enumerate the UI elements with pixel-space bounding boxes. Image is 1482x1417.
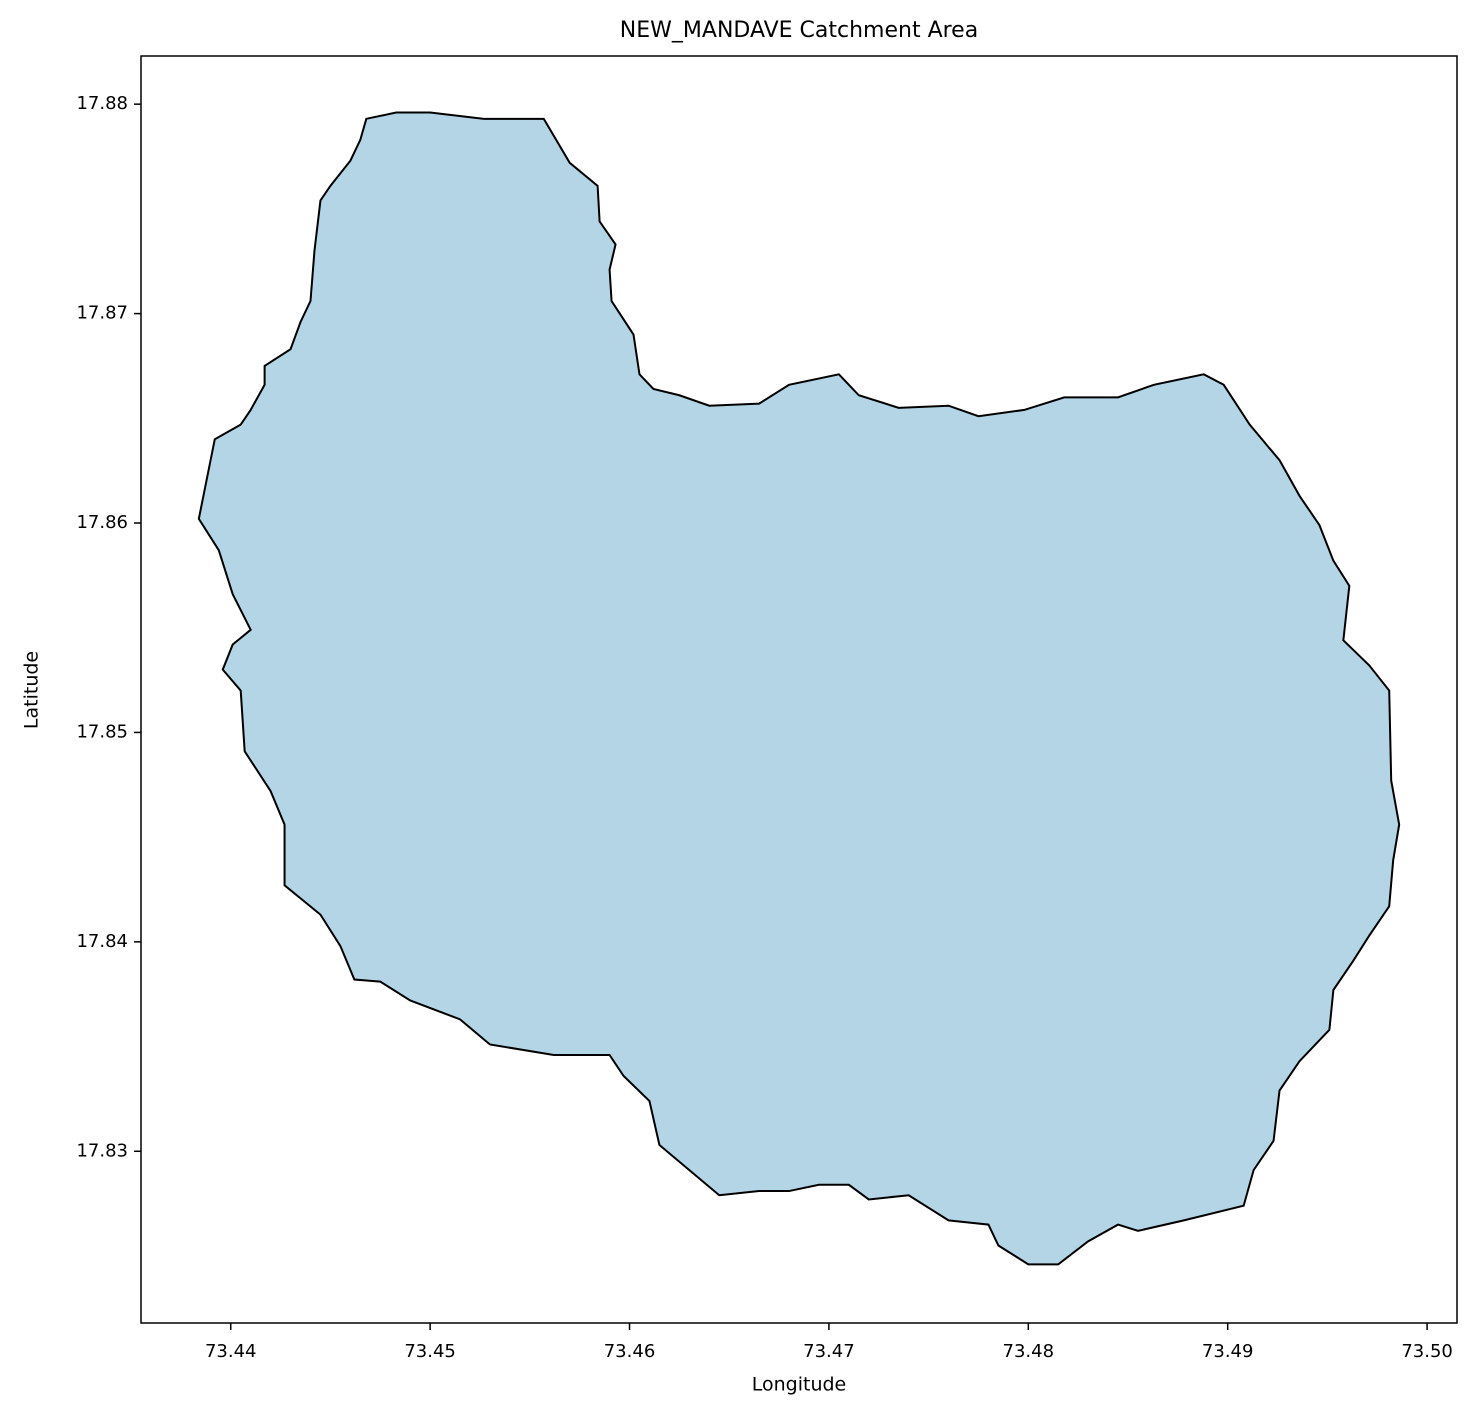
x-tick-label: 73.50 [1401,1341,1453,1362]
y-tick-label: 17.83 [76,1140,128,1161]
chart-title: NEW_MANDAVE Catchment Area [620,18,978,43]
x-tick-label: 73.44 [205,1341,257,1362]
y-tick-label: 17.87 [76,303,128,324]
y-axis-label: Latitude [21,651,43,729]
x-tick-label: 73.46 [604,1341,656,1362]
y-tick-label: 17.84 [76,931,128,952]
x-tick-label: 73.48 [1003,1341,1055,1362]
x-tick-label: 73.49 [1202,1341,1254,1362]
y-tick-label: 17.86 [76,512,128,533]
x-tick-label: 73.47 [803,1341,855,1362]
x-tick-label: 73.45 [404,1341,456,1362]
y-tick-label: 17.85 [76,721,128,742]
x-axis-label: Longitude [752,1374,847,1396]
axes-frame [140,55,1458,1324]
y-tick-label: 17.88 [76,93,128,114]
catchment-polygon [197,111,1401,1266]
